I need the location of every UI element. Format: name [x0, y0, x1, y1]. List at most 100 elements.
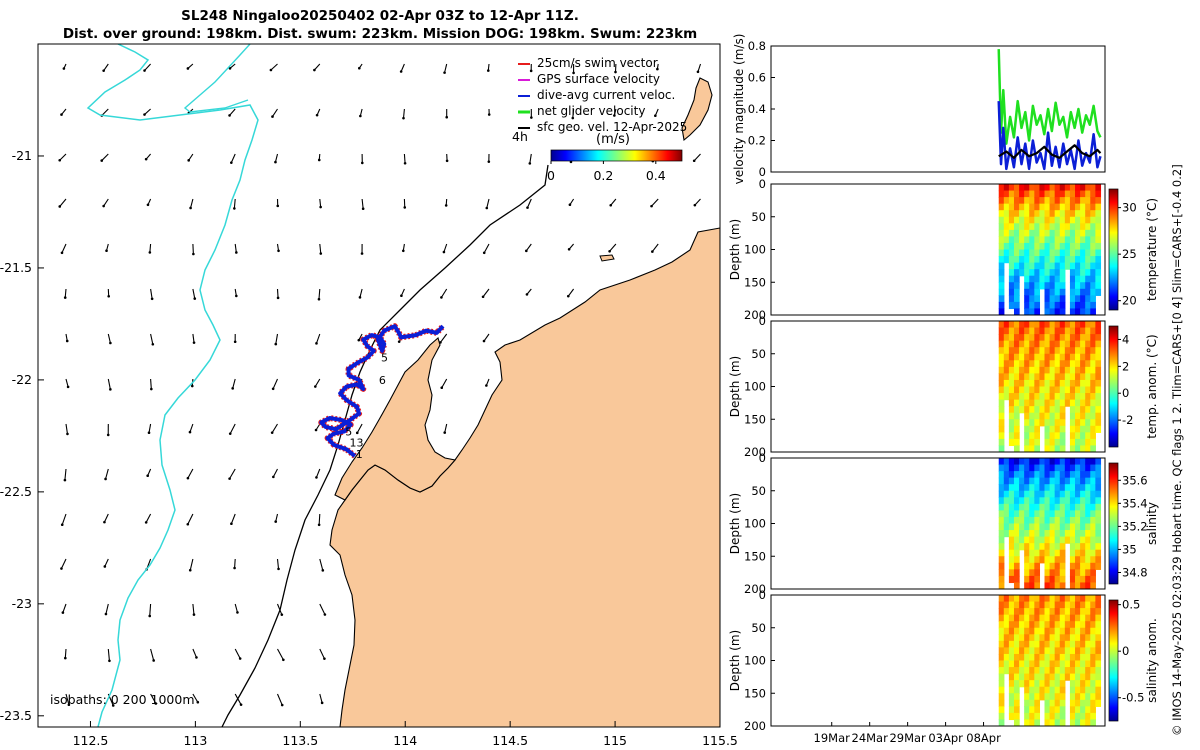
section-cell: [1013, 543, 1020, 551]
section-cell: [1090, 425, 1096, 433]
section-cell: [1090, 203, 1096, 211]
section-cell: [1013, 366, 1020, 374]
geo-arrowhead: [109, 388, 112, 391]
section-cell: [1034, 686, 1041, 694]
section-cell: [1034, 608, 1041, 616]
section-cell: [1064, 399, 1071, 407]
section-cell: [1075, 536, 1081, 544]
map-xtick-label: 115.5: [702, 733, 738, 748]
geo-arrowhead: [443, 746, 446, 749]
section-cell: [1059, 282, 1066, 290]
geo-arrow: [65, 423, 69, 435]
section-cell: [1095, 379, 1102, 388]
section-cell: [1085, 340, 1091, 348]
section-cell: [1085, 373, 1091, 381]
section-cell: [1029, 223, 1035, 231]
geo-arrowhead: [236, 611, 239, 614]
section-cell: [1013, 497, 1020, 505]
section-cell: [1080, 269, 1086, 277]
section-cell: [1064, 203, 1071, 211]
section-cell: [1013, 660, 1020, 668]
section-cell: [1095, 275, 1102, 283]
section-cell: [1044, 288, 1051, 296]
section-cell: [1090, 621, 1096, 629]
geo-arrow: [319, 603, 326, 615]
section-cell: [1054, 210, 1061, 218]
section-cell: [1085, 203, 1091, 211]
section-cell: [1008, 295, 1015, 303]
section-cell: [1069, 197, 1076, 205]
section-cell: [1029, 582, 1035, 589]
section-cell: [998, 393, 1005, 401]
section-ytick-label: 200: [744, 582, 766, 596]
section-cell: [1049, 366, 1056, 374]
section-cell: [1044, 425, 1051, 433]
geo-arrow: [144, 63, 152, 71]
section-cell: [1054, 379, 1061, 388]
section-cell: [1095, 523, 1102, 531]
section-cell: [1019, 184, 1025, 192]
section-cell: [1024, 353, 1030, 361]
section-cell: [1013, 601, 1020, 609]
section-cell: [1095, 647, 1102, 655]
section-cell: [998, 719, 1005, 726]
section-ytick-label: 50: [751, 210, 766, 224]
section-cell: [1085, 621, 1091, 629]
section-cell: [1049, 275, 1056, 283]
section-cell: [1085, 432, 1091, 440]
section-cell: [1085, 249, 1091, 257]
section-cell: [1090, 419, 1096, 427]
section-cell: [1069, 464, 1076, 472]
section-cell: [1075, 660, 1081, 668]
section-cell: [1075, 340, 1081, 348]
section-cell: [1069, 490, 1076, 498]
section-cell: [1069, 445, 1076, 452]
section-cell: [1090, 614, 1096, 622]
section-cell: [1013, 308, 1020, 315]
section-cell: [1080, 510, 1086, 518]
section-cell: [1044, 360, 1051, 368]
section-cell: [1039, 334, 1046, 342]
section-cells: [998, 184, 1102, 315]
geo-arrowhead: [154, 746, 157, 749]
section-cell: [1034, 269, 1041, 277]
section-cell: [1064, 210, 1071, 218]
small-island: [681, 77, 713, 142]
section-cell: [1064, 673, 1071, 681]
section-cell: [1049, 229, 1056, 237]
section-cell: [1059, 595, 1066, 603]
section-cell: [1003, 595, 1010, 603]
section-cell: [998, 256, 1005, 264]
section-cell: [1085, 667, 1091, 675]
geo-arrowhead: [192, 341, 196, 344]
geo-arrow: [400, 63, 405, 72]
section-cell: [1090, 464, 1096, 472]
velocity-ytick-label: 0.6: [748, 71, 766, 85]
section-cell: [1085, 256, 1091, 264]
map-xtick-label: 114: [393, 733, 417, 748]
section-cell: [1034, 503, 1041, 511]
section-cell: [1095, 210, 1102, 218]
section-cell: [1019, 530, 1025, 538]
section-cell: [1059, 673, 1066, 681]
section-cell: [1095, 530, 1102, 538]
section-cell: [1044, 366, 1051, 374]
section-cell: [1090, 340, 1096, 348]
section-cell: [1090, 249, 1096, 257]
section-cell: [1039, 595, 1046, 603]
section-cell: [1029, 216, 1035, 224]
section-cell: [1085, 445, 1091, 452]
section-cell: [1090, 608, 1096, 616]
geo-arrow: [103, 513, 109, 523]
section-cell: [1039, 190, 1046, 198]
section-cell: [1013, 386, 1020, 394]
section-cell: [1069, 471, 1076, 479]
section-cell: [1019, 340, 1025, 348]
section-cell: [1085, 680, 1091, 688]
section-cell: [1013, 236, 1020, 244]
geo-arrowhead: [485, 206, 489, 210]
section-cell: [1003, 184, 1010, 192]
section-cell: [1080, 249, 1086, 257]
section-cell: [1054, 556, 1061, 564]
